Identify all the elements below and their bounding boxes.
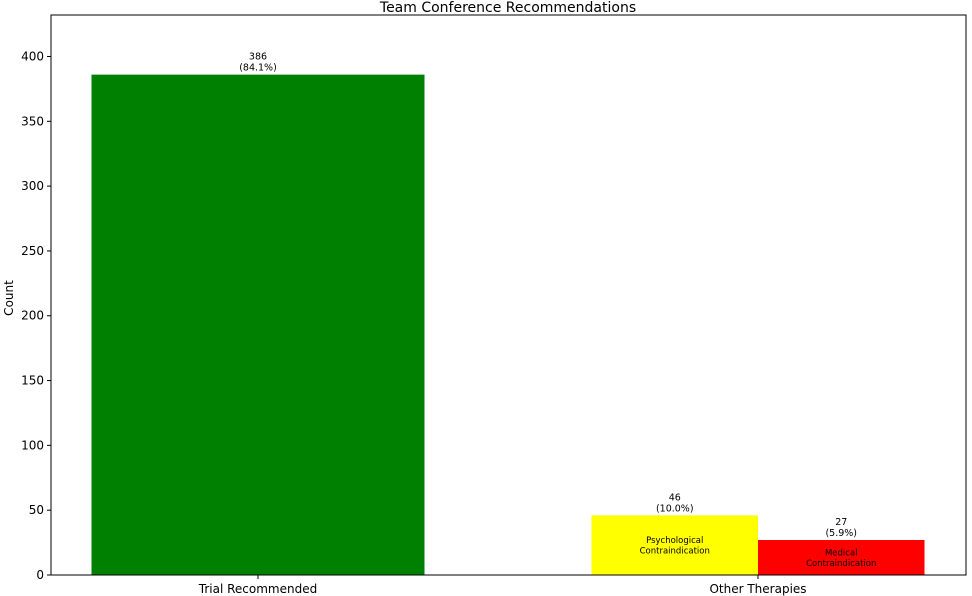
bar-percent-label: (10.0%)	[656, 503, 694, 514]
plot-frame	[50, 14, 967, 576]
x-axis: Trial Recommended Other Therapies	[198, 575, 807, 596]
bar-value-label: 386	[249, 52, 267, 63]
x-tick-label: Other Therapies	[709, 582, 806, 596]
y-tick-label: 250	[21, 244, 44, 258]
chart-title: Team Conference Recommendations	[379, 0, 636, 16]
bar-percent-label: (84.1%)	[239, 63, 277, 74]
y-axis-label: Count	[2, 280, 16, 316]
bars-group	[91, 74, 925, 575]
y-tick-label: 100	[21, 438, 44, 452]
x-tick-label: Trial Recommended	[198, 582, 317, 596]
bar-inner-label: Contraindication	[806, 559, 876, 569]
data-labels-group: 386(84.1%)46(10.0%)PsychologicalContrain…	[239, 52, 876, 569]
bar-inner-label: Medical	[825, 548, 858, 558]
bar	[91, 74, 425, 575]
bar-inner-label: Contraindication	[640, 546, 710, 556]
y-tick-label: 350	[21, 114, 44, 128]
y-tick-label: 400	[21, 49, 44, 63]
y-tick-label: 200	[21, 309, 44, 323]
bar-percent-label: (5.9%)	[825, 528, 857, 539]
y-tick-label: 150	[21, 374, 44, 388]
bar-value-label: 46	[669, 492, 681, 503]
bar	[591, 515, 758, 575]
y-tick-label: 50	[29, 503, 44, 517]
y-tick-label: 300	[21, 179, 44, 193]
bar	[758, 540, 925, 575]
bar-value-label: 27	[835, 517, 847, 528]
bar-inner-label: Psychological	[646, 536, 703, 546]
y-tick-label: 0	[36, 568, 44, 582]
y-axis: 0 50 100 150 200 250 300 350 400	[21, 49, 51, 582]
